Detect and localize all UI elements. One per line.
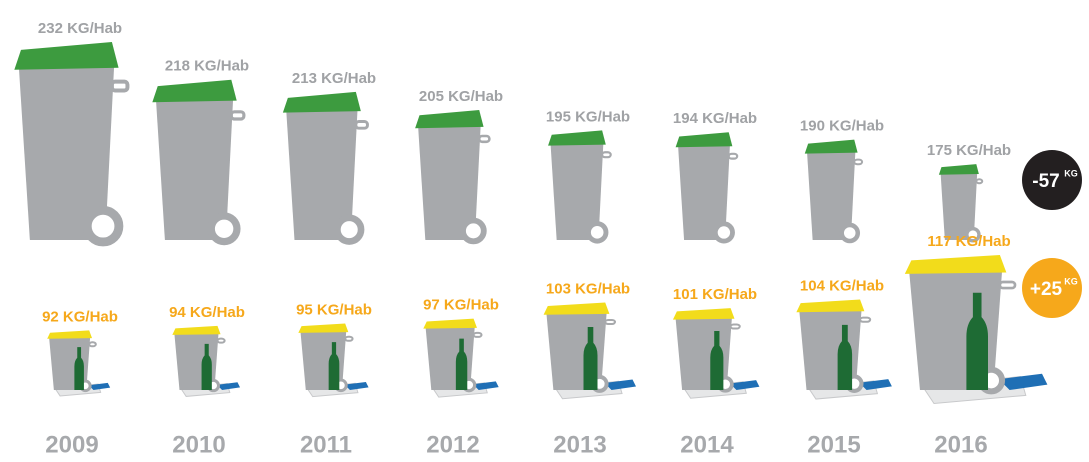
- bin: [676, 132, 738, 241]
- badge-unit: KG: [1064, 276, 1078, 286]
- infographic: 232 KG/Hab 218 KG/Hab 213 KG/Hab 205 KG/Hab…: [0, 0, 1089, 462]
- value-label: 104 KG/Hab: [800, 278, 884, 295]
- bin-lid: [676, 132, 733, 147]
- value-label: 92 KG/Hab: [42, 308, 118, 325]
- bin-handle: [89, 342, 96, 346]
- bin-lid: [172, 326, 220, 335]
- year-label: 2016: [934, 431, 987, 458]
- bin-lid: [283, 92, 361, 113]
- bin-handle: [345, 337, 352, 341]
- value-label: 95 KG/Hab: [296, 301, 372, 318]
- bin-handle: [731, 324, 740, 328]
- badge-unit: KG: [1064, 168, 1078, 178]
- bin: [805, 140, 862, 241]
- bin: [544, 302, 636, 398]
- value-label: 213 KG/Hab: [292, 70, 376, 87]
- value-label: 103 KG/Hab: [546, 280, 630, 297]
- bin-lid: [423, 319, 477, 329]
- bin-lid: [805, 140, 858, 154]
- bin: [283, 92, 368, 242]
- bin-handle: [112, 82, 128, 91]
- bin: [673, 308, 759, 398]
- bin: [423, 319, 498, 398]
- bin-wheel: [842, 225, 858, 241]
- bin: [298, 324, 368, 397]
- bin: [548, 130, 611, 241]
- bin-wheel: [337, 218, 361, 242]
- year-label: 2013: [553, 431, 606, 458]
- bin-wheel: [715, 224, 732, 241]
- bin: [939, 164, 982, 241]
- year-label: 2009: [45, 431, 98, 458]
- year-label: 2012: [426, 431, 479, 458]
- bin-handle: [605, 320, 615, 324]
- bin-wheel: [588, 224, 606, 242]
- value-label: 195 KG/Hab: [546, 108, 630, 125]
- badge-text: -57: [1032, 171, 1059, 192]
- bin-handle: [356, 122, 368, 129]
- value-label: 175 KG/Hab: [927, 142, 1011, 159]
- bin-lid: [152, 80, 236, 102]
- bin-wheel: [211, 216, 237, 242]
- bin-lid: [905, 255, 1007, 274]
- bin-handle: [474, 333, 482, 337]
- value-label: 101 KG/Hab: [673, 286, 757, 303]
- bin: [47, 330, 110, 396]
- bin-handle: [1000, 282, 1015, 288]
- bin-lid: [415, 110, 483, 128]
- bin-handle: [860, 318, 870, 322]
- bin: [796, 300, 892, 399]
- value-label: 190 KG/Hab: [800, 118, 884, 135]
- bin-lid: [14, 42, 118, 70]
- value-label: 232 KG/Hab: [38, 20, 122, 37]
- bin-handle: [976, 179, 982, 183]
- bin: [14, 42, 127, 242]
- bin: [152, 80, 244, 242]
- value-label: 218 KG/Hab: [165, 58, 249, 75]
- bin-lid: [939, 164, 979, 175]
- bin-lid: [47, 330, 92, 338]
- bin-lid: [796, 300, 864, 313]
- bin-wheel: [463, 220, 484, 241]
- value-label: 94 KG/Hab: [169, 304, 245, 321]
- value-label: 117 KG/Hab: [927, 233, 1010, 250]
- value-label: 205 KG/Hab: [419, 88, 503, 105]
- year-label: 2010: [172, 431, 225, 458]
- bin-lid: [298, 324, 348, 333]
- bin-handle: [217, 339, 224, 343]
- bin-handle: [479, 136, 489, 142]
- bin-handle: [729, 154, 737, 159]
- badge-text: +25: [1030, 279, 1063, 300]
- value-label: 194 KG/Hab: [673, 110, 757, 127]
- bin: [172, 326, 240, 397]
- bin-lid: [544, 302, 610, 314]
- bin-handle: [231, 112, 244, 119]
- bin-handle: [602, 152, 611, 157]
- year-label: 2014: [680, 431, 734, 458]
- bin-handle: [854, 160, 862, 165]
- year-label: 2015: [807, 431, 860, 458]
- bin-lid: [673, 308, 735, 319]
- year-label: 2011: [300, 431, 352, 458]
- value-label: 97 KG/Hab: [423, 297, 499, 314]
- bin-lid: [548, 130, 606, 145]
- bin: [415, 110, 489, 241]
- bin-wheel: [87, 210, 119, 242]
